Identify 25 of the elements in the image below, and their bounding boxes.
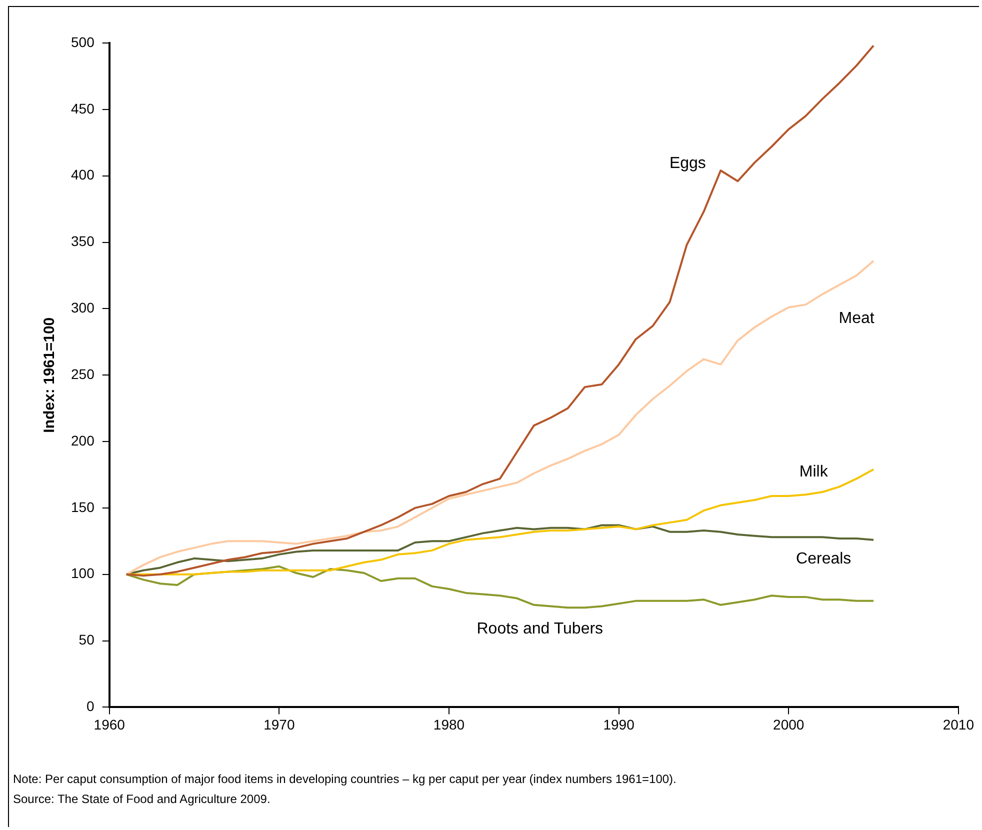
y-axis-title: Index: 1961=100 (41, 317, 58, 433)
series-label: Cereals (796, 550, 852, 568)
y-tick-label: 0 (86, 698, 95, 714)
y-tick-label: 300 (71, 300, 95, 316)
y-tick-label: 200 (71, 432, 95, 448)
y-tick-label: 450 (71, 100, 95, 116)
y-tick-label: 50 (78, 632, 95, 648)
y-tick-label: 350 (71, 233, 95, 250)
x-tick-label: 2010 (942, 716, 974, 732)
text: Note: Per caput consumption of major food items in developing countries – kg per caput per year (index numbers 1961=100). (13, 771, 676, 788)
y-tick-label: 500 (71, 34, 95, 50)
x-tick-label: 1960 (94, 716, 126, 732)
series-label: Milk (799, 463, 829, 480)
series-label: Roots and Tubers (476, 620, 604, 638)
y-tick-label: 400 (71, 166, 95, 183)
x-tick-label: 2000 (773, 716, 804, 732)
x-tick-label: 1980 (433, 716, 465, 732)
y-tick-label: 250 (71, 366, 95, 382)
series-label: Meat (838, 310, 875, 328)
x-tick-label: 1970 (264, 716, 295, 732)
x-tick-label: 1990 (603, 716, 635, 732)
y-tick-label: 150 (71, 498, 95, 515)
series-label: Eggs (669, 154, 706, 172)
y-tick-label: 100 (71, 565, 95, 582)
source-note: Source: The State of Food and Agriculture 2009. (13, 791, 272, 808)
